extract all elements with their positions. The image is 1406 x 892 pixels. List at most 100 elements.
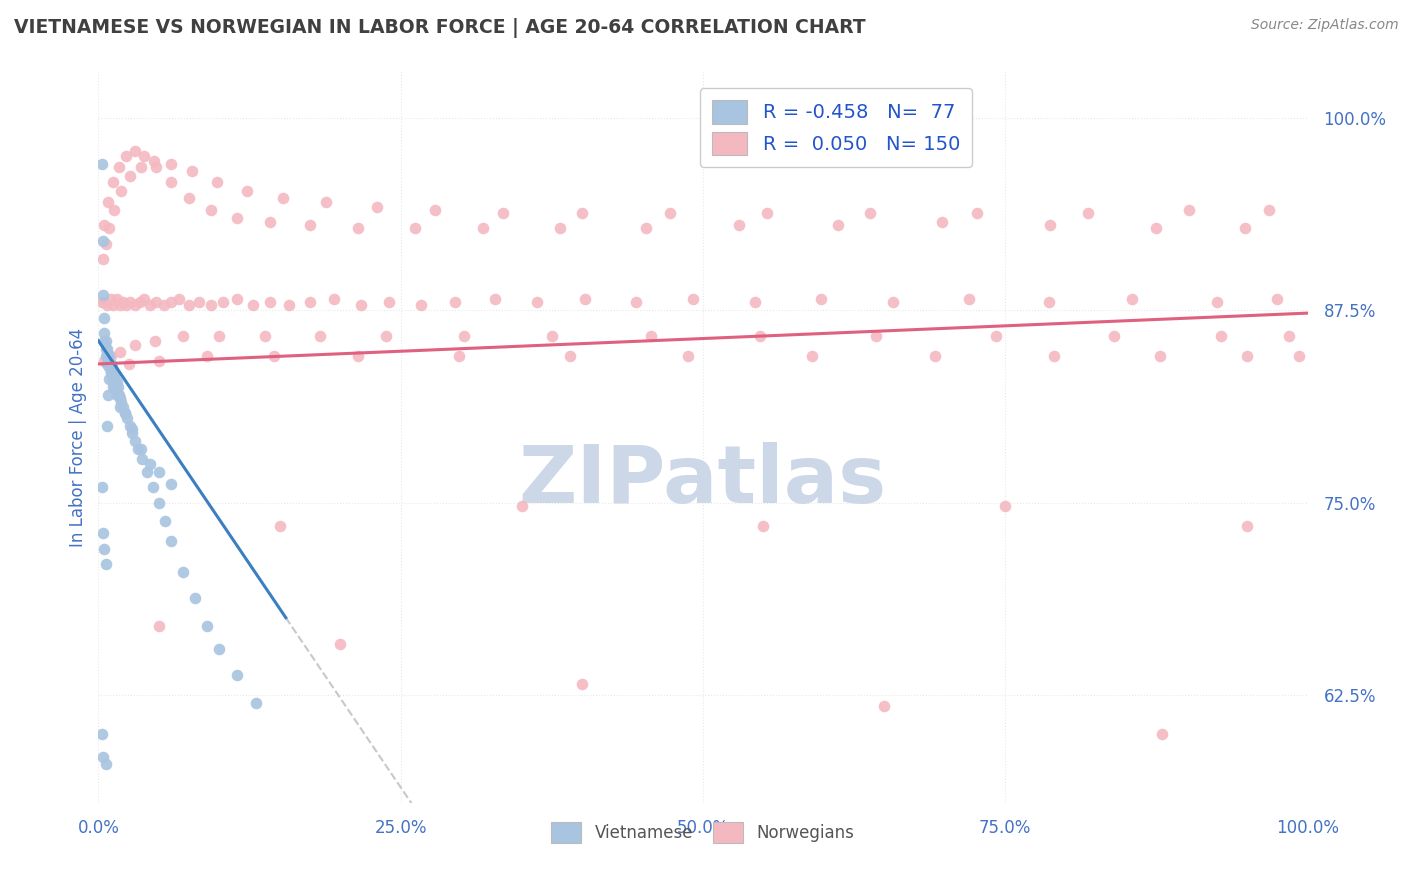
Point [124, 338, 146, 352]
Point [101, 365, 124, 379]
Point [94, 342, 117, 356]
Point [91, 726, 114, 740]
Point [97, 195, 120, 210]
Point [1042, 349, 1064, 363]
Point [308, 329, 330, 343]
Point [1257, 202, 1279, 217]
Point [752, 518, 775, 533]
Point [1121, 292, 1143, 306]
Point [160, 175, 183, 189]
Point [994, 499, 1017, 513]
Point [682, 292, 704, 306]
Point [118, 295, 141, 310]
Point [148, 354, 170, 368]
Point [129, 160, 152, 174]
Point [107, 388, 129, 402]
Point [172, 329, 194, 343]
Point [103, 202, 125, 217]
Point [100, 357, 122, 371]
Point [526, 295, 548, 310]
Point [411, 298, 433, 312]
Point [659, 206, 682, 220]
Point [208, 641, 231, 656]
Point [377, 295, 399, 310]
Point [160, 295, 183, 310]
Point [128, 295, 150, 310]
Point [453, 329, 475, 343]
Point [347, 349, 370, 363]
Point [931, 215, 953, 229]
Point [115, 149, 138, 163]
Point [93, 541, 115, 556]
Point [160, 534, 183, 549]
Point [105, 388, 128, 402]
Point [1206, 295, 1229, 310]
Point [540, 329, 562, 343]
Point [100, 359, 122, 374]
Point [212, 295, 235, 310]
Point [471, 221, 494, 235]
Point [172, 565, 194, 579]
Point [315, 195, 337, 210]
Point [728, 219, 751, 233]
Point [574, 292, 596, 306]
Point [108, 388, 131, 402]
Point [1236, 349, 1258, 363]
Point [124, 434, 146, 448]
Point [96, 418, 118, 433]
Point [100, 359, 122, 374]
Point [101, 298, 124, 312]
Point [100, 292, 122, 306]
Point [94, 236, 117, 251]
Point [636, 221, 658, 235]
Point [100, 365, 122, 379]
Point [323, 292, 346, 306]
Point [259, 295, 281, 310]
Point [1236, 518, 1258, 533]
Point [1209, 329, 1232, 343]
Point [97, 354, 120, 368]
Point [93, 219, 115, 233]
Point [1278, 329, 1301, 343]
Point [273, 191, 295, 205]
Point [104, 380, 127, 394]
Point [139, 457, 162, 471]
Point [117, 410, 139, 425]
Point [100, 359, 122, 374]
Y-axis label: In Labor Force | Age 20-64: In Labor Force | Age 20-64 [69, 327, 87, 547]
Point [115, 298, 138, 312]
Point [91, 480, 114, 494]
Point [571, 206, 593, 220]
Point [1146, 221, 1168, 235]
Point [93, 310, 115, 325]
Point [103, 376, 125, 390]
Point [208, 329, 231, 343]
Point [139, 298, 162, 312]
Point [1233, 221, 1256, 235]
Point [571, 677, 593, 691]
Point [640, 329, 662, 343]
Point [131, 452, 153, 467]
Point [98, 349, 121, 363]
Legend: Vietnamese, Norwegians: Vietnamese, Norwegians [544, 815, 862, 849]
Point [114, 406, 136, 420]
Point [114, 406, 136, 420]
Point [98, 372, 121, 386]
Point [924, 349, 946, 363]
Point [98, 357, 121, 371]
Point [350, 298, 373, 312]
Point [107, 380, 129, 394]
Point [259, 215, 281, 229]
Point [111, 295, 134, 310]
Point [1149, 349, 1171, 363]
Point [110, 185, 132, 199]
Point [100, 365, 122, 379]
Point [756, 206, 779, 220]
Point [152, 298, 174, 312]
Point [97, 388, 120, 402]
Point [98, 359, 121, 374]
Point [1102, 329, 1125, 343]
Point [1038, 295, 1060, 310]
Point [966, 206, 988, 220]
Point [118, 169, 141, 183]
